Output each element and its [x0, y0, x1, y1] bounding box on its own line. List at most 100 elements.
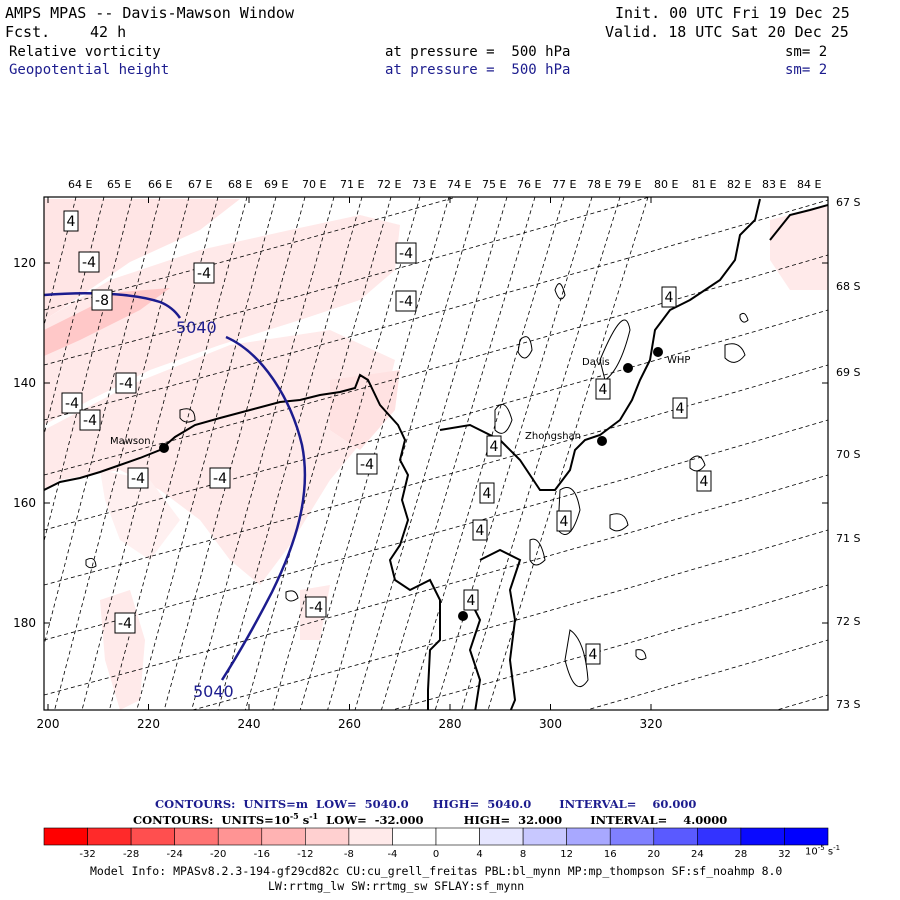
colorbar-tick-label: 0 [433, 849, 439, 860]
y-tick-label: 160 [13, 496, 36, 510]
station-label-davis: Davis [582, 357, 610, 368]
field2-smoothing: sm= 2 [785, 62, 828, 78]
latitude-label: 69 S [836, 366, 860, 379]
axis-ticks [44, 197, 828, 710]
colorbar-segment [653, 827, 698, 846]
colorbar-tick-label: 24 [691, 849, 704, 860]
init-time: Init. 00 UTC Fri 19 Dec 25 [615, 4, 850, 22]
longitude-label: 75 E [482, 178, 506, 191]
longitude-label: 77 E [552, 178, 576, 191]
colorbar-segment [174, 827, 219, 846]
station-davis-marker[interactable] [623, 363, 633, 373]
vorticity-label: -8 [91, 289, 113, 311]
meridian-line [354, 197, 508, 710]
x-tick-label: 260 [338, 717, 361, 731]
vorticity-label: 4 [556, 510, 572, 532]
colorbar-segment [435, 827, 480, 846]
station-zhongshan-marker[interactable] [597, 436, 607, 446]
svg-text:-8: -8 [95, 293, 109, 309]
latitude-labels: 67 S 68 S 69 S 70 S 71 S 72 S 73 S [836, 196, 860, 711]
colorbar-units-exp2: -1 [833, 844, 841, 852]
colorbar-tick-label: 12 [560, 849, 573, 860]
parallel-line [44, 364, 828, 586]
svg-text:4: 4 [599, 382, 608, 398]
station-mawson-marker[interactable] [159, 443, 169, 453]
station-whp-marker[interactable] [653, 347, 663, 357]
vorticity-label: -4 [193, 262, 215, 284]
colorbar-segment [217, 827, 263, 846]
vorticity-label: -4 [78, 251, 100, 273]
meridian-line [408, 197, 565, 710]
station-unnamed-marker[interactable] [458, 611, 468, 621]
vorticity-label: -4 [61, 392, 83, 414]
parallel-line [191, 529, 828, 710]
meridian-line [272, 197, 421, 710]
svg-text:4: 4 [67, 214, 76, 230]
latitude-label: 73 S [836, 698, 860, 711]
longitude-label: 69 E [264, 178, 288, 191]
colorbar-units-base: 10 [805, 846, 818, 858]
colorbar-tick-label: -32 [79, 849, 95, 860]
longitude-label: 83 E [762, 178, 786, 191]
svg-text:-4: -4 [83, 413, 97, 429]
station-label-mawson: Mawson [110, 436, 151, 447]
colorbar-segment [261, 827, 306, 846]
longitude-label: 79 E [617, 178, 641, 191]
svg-text:4: 4 [665, 290, 674, 306]
vorticity-label: -4 [79, 409, 101, 431]
vorticity-label: -4 [114, 612, 136, 634]
station-label-whp: WHP [667, 355, 690, 366]
vorticity-label: -4 [115, 372, 137, 394]
meridian-line [191, 197, 335, 710]
height-label-5040-top: 5040 [176, 318, 217, 337]
vorticity-label: 4 [472, 519, 488, 541]
colorbar-segment [566, 827, 611, 846]
model-info-line1: Model Info: MPASv8.2.3-194-gf29cd82c CU:… [90, 864, 783, 878]
svg-text:-4: -4 [118, 616, 132, 632]
colorbar-tick-label: -16 [254, 849, 270, 860]
colorbar-units-s: s [824, 846, 834, 858]
y-tick-label: 120 [13, 256, 36, 270]
vorticity-label: -4 [127, 467, 149, 489]
meridian-line [327, 197, 479, 710]
svg-text:-4: -4 [399, 294, 413, 310]
longitude-label: 80 E [654, 178, 678, 191]
colorbar-tick-label: 16 [604, 849, 617, 860]
forecast-hour: 42 h [90, 23, 127, 41]
longitude-label: 72 E [377, 178, 401, 191]
y-tick-label: 180 [13, 616, 36, 630]
svg-text:-4: -4 [360, 457, 374, 473]
meridian-line [381, 197, 536, 710]
colorbar-units: 10-5 s-1 [805, 845, 840, 857]
vorticity-label: -4 [356, 453, 378, 475]
longitude-labels: 64 E 65 E 66 E 67 E 68 E 69 E 70 E 71 E 72 E 73 E… [68, 178, 821, 191]
meridian-line [54, 197, 190, 710]
field1-smoothing: sm= 2 [785, 44, 828, 60]
vorticity-label: 4 [672, 397, 688, 419]
colorbar-segment [609, 827, 655, 846]
contours-vort-exp2: -1 [309, 811, 319, 821]
contours-vort-units: CONTOURS: UNITS=10 [133, 812, 290, 827]
parallel-line [44, 197, 458, 311]
latitude-label: 68 S [836, 280, 860, 293]
parallel-line [390, 584, 828, 710]
latitude-label: 72 S [836, 615, 860, 628]
colorbar-segment [348, 827, 393, 846]
colorbar-tick-label: -4 [387, 849, 397, 860]
vorticity-label: 4 [479, 482, 495, 504]
vorticity-label: 4 [595, 378, 611, 400]
contours-vort-s: s [298, 812, 310, 827]
longitude-label: 67 E [188, 178, 212, 191]
contours-vort-exp: -5 [289, 811, 299, 821]
colorbar-tick-label: -8 [344, 849, 354, 860]
height-contour-5040 [44, 292, 307, 681]
svg-text:4: 4 [467, 593, 476, 609]
colorbar-segment [392, 827, 437, 846]
colorbar-tick-label: 28 [735, 849, 748, 860]
meridian-line [44, 197, 161, 647]
longitude-label: 82 E [727, 178, 751, 191]
colorbar-segment [43, 827, 88, 846]
colorbar-tick-label: 32 [778, 849, 791, 860]
